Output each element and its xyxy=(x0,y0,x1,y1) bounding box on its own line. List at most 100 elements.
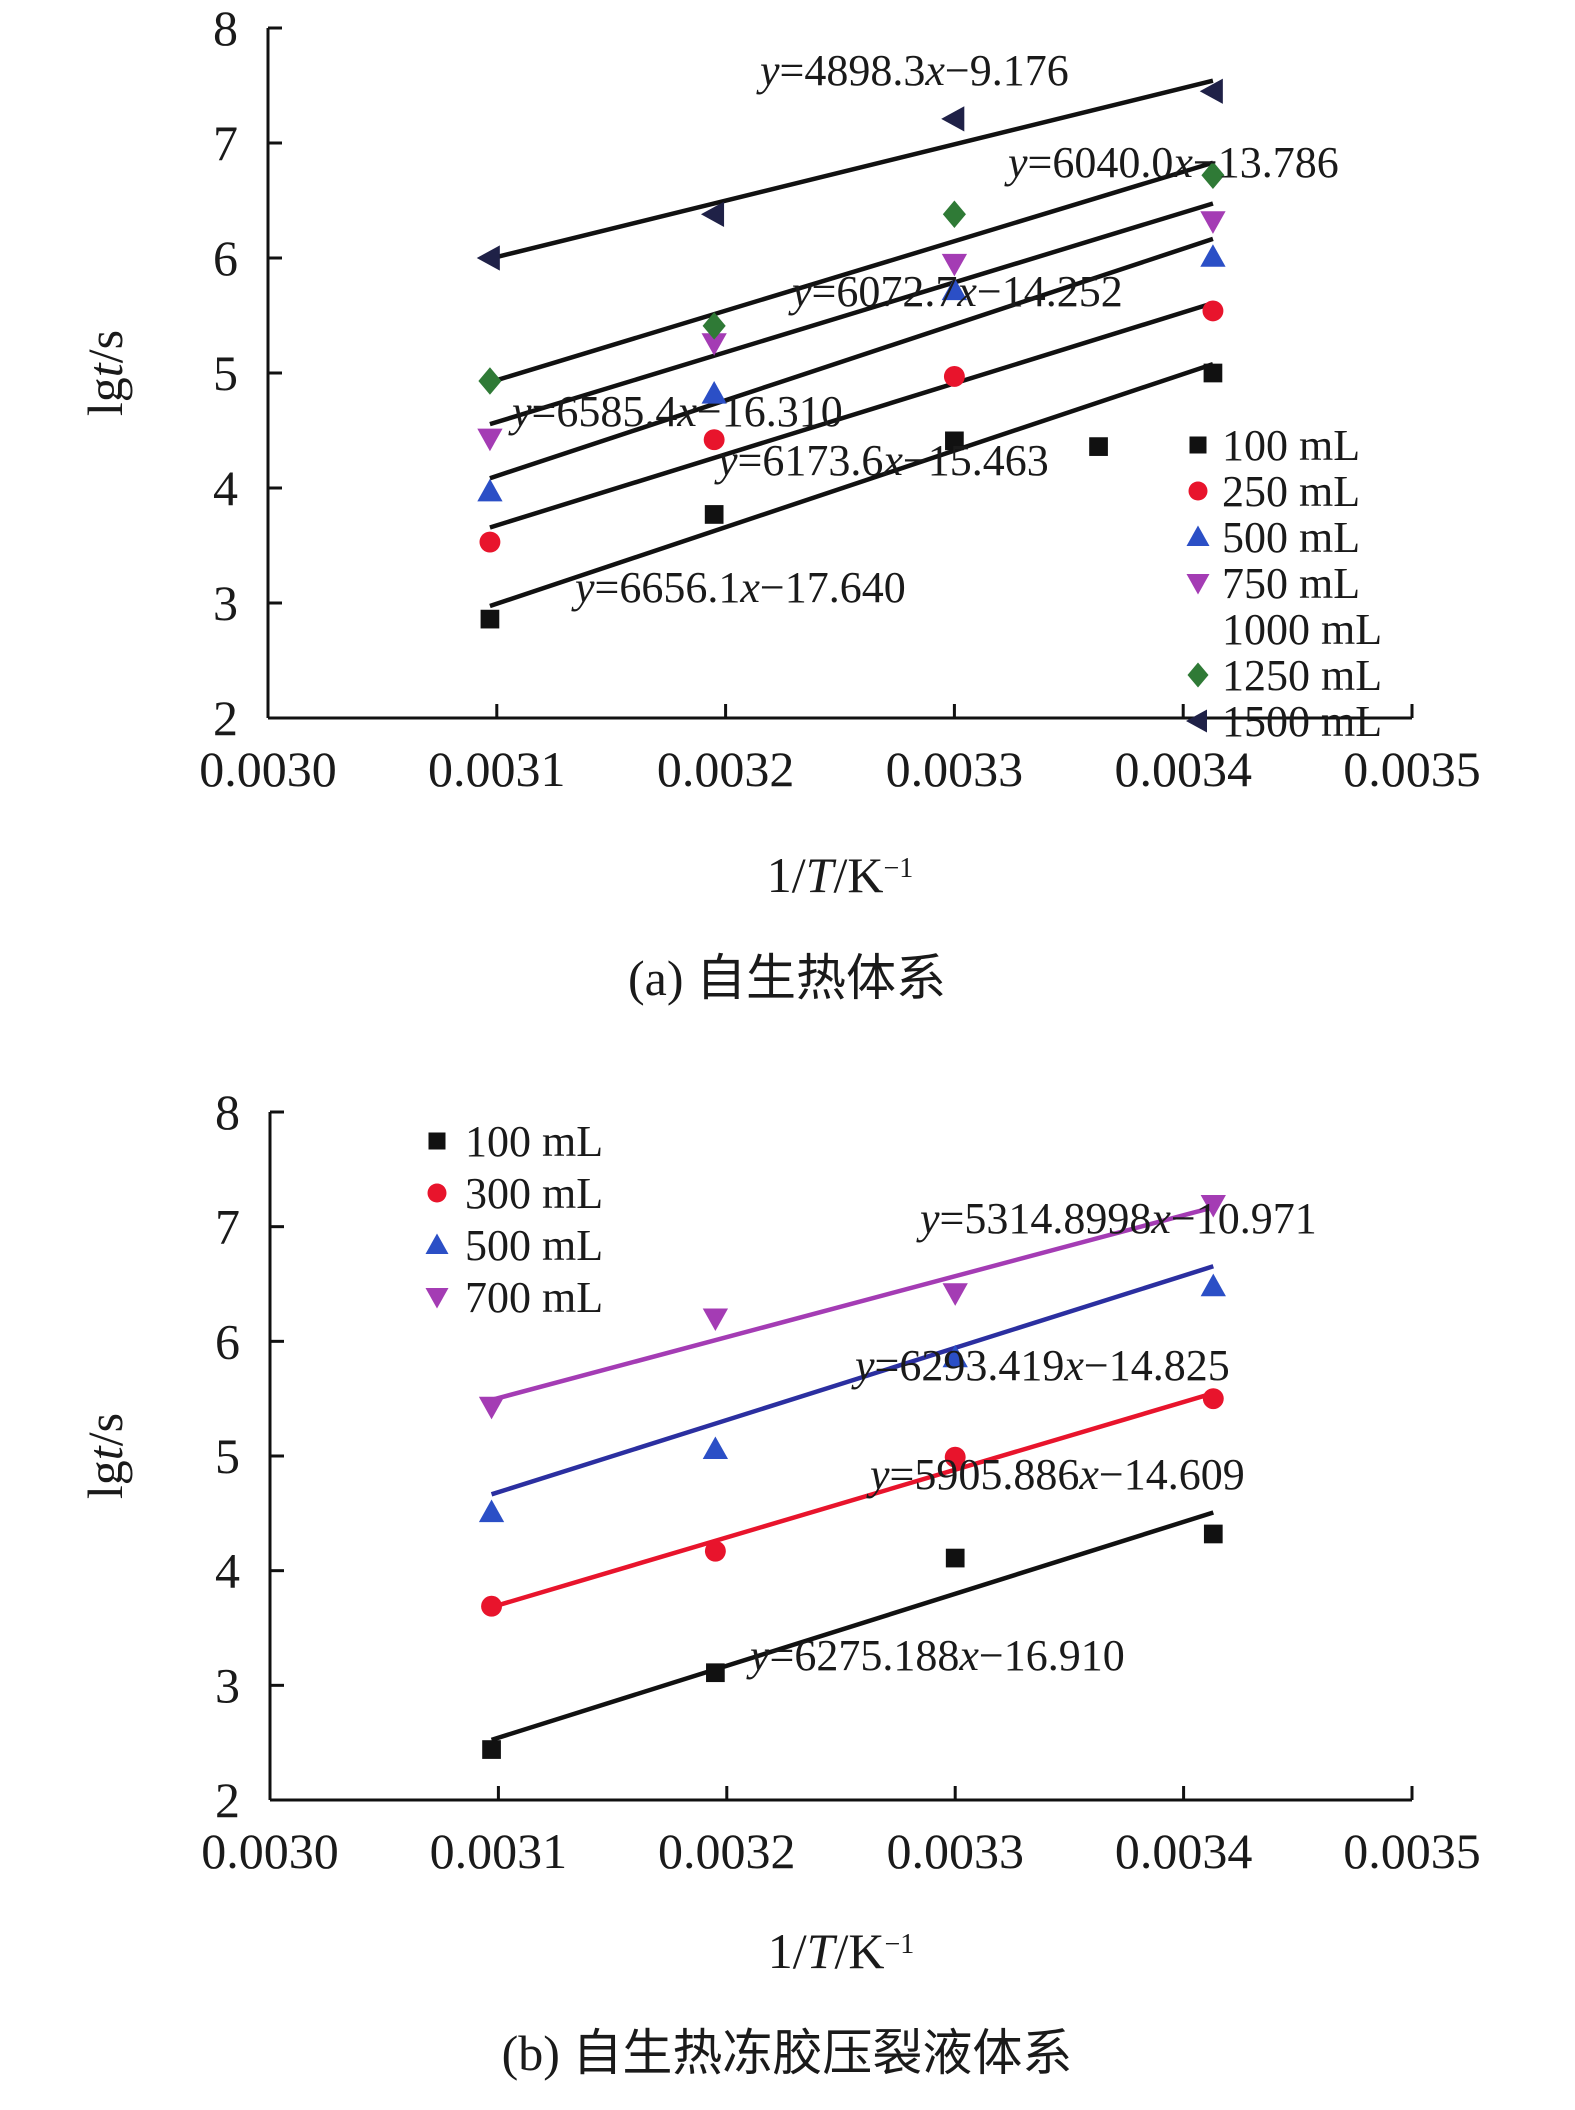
x-tick-label: 0.0034 xyxy=(1114,741,1252,797)
y-tick-label: 2 xyxy=(215,1772,240,1828)
data-point xyxy=(942,1344,968,1368)
fit-line xyxy=(489,236,1214,481)
legend-label: 500 mL xyxy=(1222,513,1360,562)
legend-label: 300 mL xyxy=(465,1169,603,1218)
fit-equation-label: y=5314.8998x−10.971 xyxy=(916,1194,1317,1243)
legend-marker xyxy=(1186,709,1207,733)
data-point xyxy=(700,201,725,227)
data-point xyxy=(701,333,727,356)
y-tick-label: 2 xyxy=(213,690,238,746)
x-tick-label: 0.0035 xyxy=(1343,1823,1481,1879)
x-tick-label: 0.0033 xyxy=(886,741,1024,797)
y-axis-label: lgt/s xyxy=(77,330,133,416)
legend-label: 100 mL xyxy=(465,1117,603,1166)
fit-line xyxy=(490,1391,1214,1610)
fit-equation-label: y=6585.4x−16.310 xyxy=(508,387,843,436)
fit-equation-label: y=6293.419x−14.825 xyxy=(851,1341,1230,1390)
x-tick-label: 0.0030 xyxy=(201,1823,339,1879)
data-point xyxy=(1089,437,1108,456)
fit-line xyxy=(489,201,1214,427)
data-point xyxy=(476,245,500,271)
data-point xyxy=(1203,1524,1223,1544)
chart-b: 2 3 4 5 6 7 8 0.0030 0.0031 0.0032 0.0033 0.0034 0.0… xyxy=(77,1084,1481,2081)
y-tick-label: 7 xyxy=(215,1199,240,1255)
legend-marker xyxy=(1189,436,1207,454)
y-tick-label: 4 xyxy=(213,460,238,516)
legend-label: 1000 mL xyxy=(1222,605,1382,654)
data-point xyxy=(1203,363,1223,383)
fit-line xyxy=(489,160,1214,385)
data-point xyxy=(1200,211,1226,234)
data-point xyxy=(477,478,503,502)
x-tick-label: 0.0034 xyxy=(1115,1823,1253,1879)
y-axis-label: lgt/s xyxy=(77,1413,133,1499)
data-point xyxy=(944,1446,966,1468)
fit-equation-label: y=6040.0x−13.786 xyxy=(1004,138,1339,187)
fit-line xyxy=(489,361,1214,609)
data-point xyxy=(1202,1388,1224,1410)
data-point xyxy=(703,429,725,451)
y-tick-label: 6 xyxy=(213,230,238,286)
legend-marker xyxy=(425,1288,449,1309)
y-tick-label: 8 xyxy=(213,0,238,56)
data-point xyxy=(943,366,965,387)
fit-equation-label: y=4898.3x−9.176 xyxy=(756,46,1069,95)
chart-caption: (a) 自生热体系 xyxy=(628,950,946,1006)
data-point xyxy=(704,505,724,524)
y-tick-label: 3 xyxy=(213,575,238,631)
legend-marker xyxy=(428,1132,446,1150)
data-point xyxy=(481,1595,502,1617)
x-axis-label: 1/T/K−1 xyxy=(768,1923,915,1979)
data-point xyxy=(1200,1194,1226,1218)
legend-marker xyxy=(1188,481,1208,501)
legend-marker xyxy=(427,1183,447,1203)
legend-marker xyxy=(1186,574,1210,595)
legend-marker xyxy=(425,1233,449,1254)
x-axis-label: 1/T/K−1 xyxy=(767,847,914,903)
data-point xyxy=(1202,300,1224,322)
chart-caption: (b) 自生热冻胶压裂液体系 xyxy=(502,2025,1073,2081)
x-tick-label: 0.0032 xyxy=(657,741,795,797)
y-tick-label: 5 xyxy=(215,1428,240,1484)
data-point xyxy=(942,1283,968,1306)
fit-line xyxy=(489,78,1214,261)
data-point xyxy=(945,1548,965,1568)
data-point xyxy=(942,200,966,229)
legend-marker xyxy=(1186,525,1210,546)
legend-label: 500 mL xyxy=(465,1221,603,1270)
y-tick-label: 5 xyxy=(213,345,238,401)
data-point xyxy=(702,1436,729,1460)
data-point xyxy=(1201,161,1225,189)
fit-equation-label: y=5905.886x−14.609 xyxy=(866,1450,1245,1499)
x-tick-label: 0.0031 xyxy=(428,741,566,797)
x-tick-label: 0.0033 xyxy=(886,1823,1024,1879)
data-point xyxy=(478,1499,505,1523)
chart-a: 2 3 4 5 6 7 8 0.0030 0.0031 0.0032 0.0033 0.0034 0.0… xyxy=(77,0,1481,1006)
x-tick-label: 0.0035 xyxy=(1343,741,1481,797)
data-point xyxy=(704,1540,726,1562)
legend-label: 100 mL xyxy=(1222,421,1360,470)
y-tick-label: 3 xyxy=(215,1657,240,1713)
y-tick-label: 8 xyxy=(215,1084,240,1140)
data-point xyxy=(482,1740,501,1759)
legend-marker xyxy=(1187,662,1209,688)
data-point xyxy=(706,1663,725,1683)
y-tick-label: 6 xyxy=(215,1313,240,1369)
legend-label: 250 mL xyxy=(1222,467,1360,516)
data-point xyxy=(702,312,726,340)
fit-line xyxy=(489,300,1214,530)
legend-label: 750 mL xyxy=(1222,559,1360,608)
legend-label: 1250 mL xyxy=(1222,651,1382,700)
data-point xyxy=(941,106,965,132)
data-point xyxy=(1200,1273,1226,1297)
data-point xyxy=(478,367,502,395)
data-point xyxy=(480,609,500,629)
data-point xyxy=(478,1396,505,1420)
data-point xyxy=(701,381,727,404)
fit-equation-label: y=6072.7x−14.252 xyxy=(788,267,1123,316)
data-point xyxy=(941,277,968,301)
data-point xyxy=(479,531,501,553)
y-tick-label: 4 xyxy=(215,1543,240,1599)
